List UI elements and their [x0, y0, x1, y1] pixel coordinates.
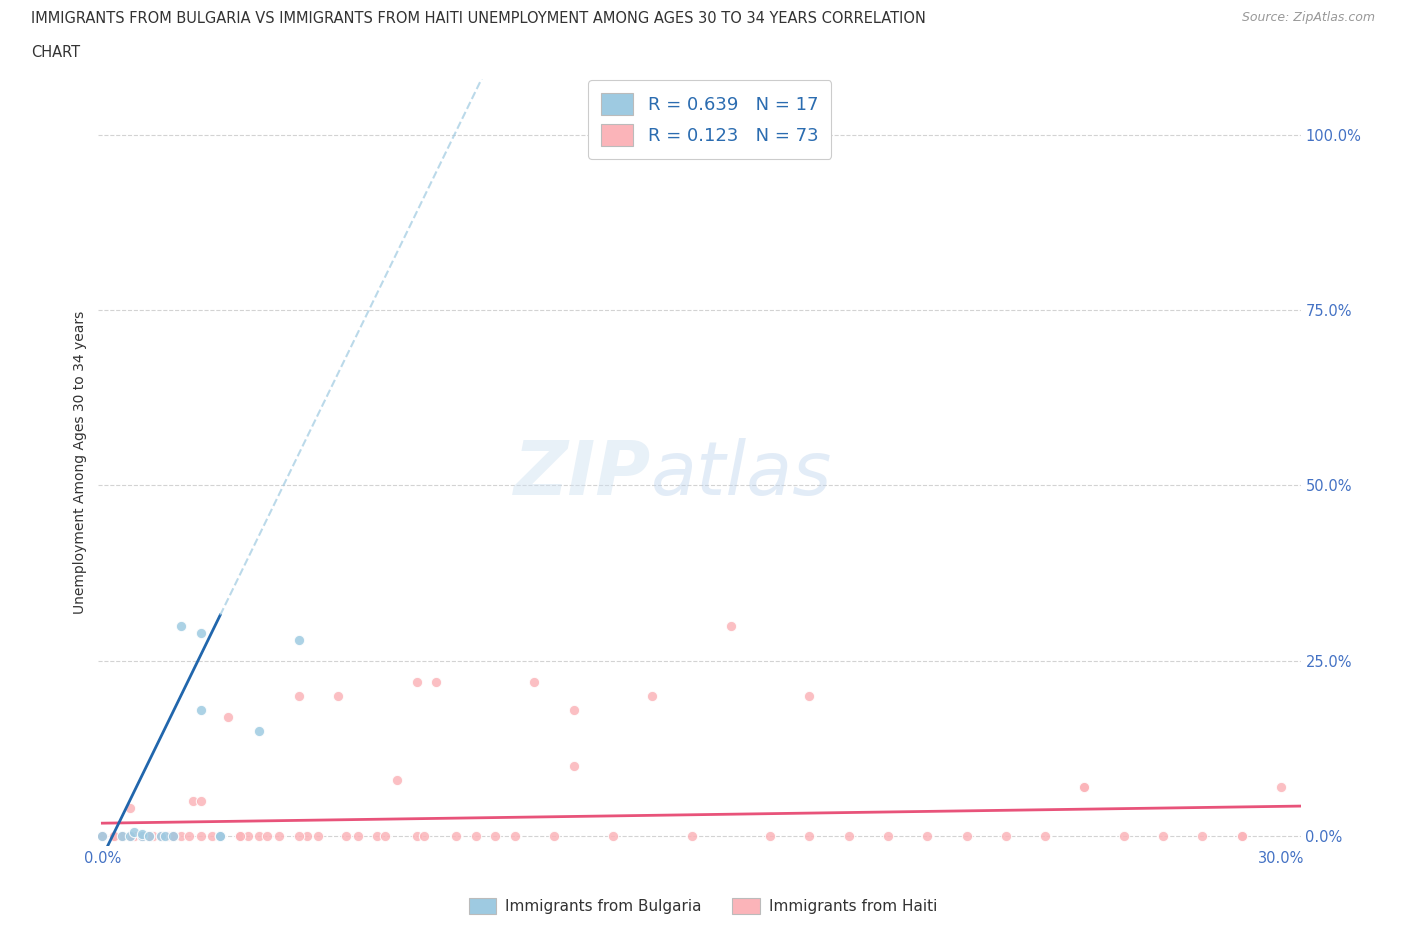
Point — [425, 674, 447, 689]
Point — [1230, 829, 1253, 844]
Point — [142, 829, 165, 844]
Point — [201, 829, 224, 844]
Point — [269, 829, 291, 844]
Point — [346, 829, 368, 844]
Point — [103, 829, 125, 844]
Point — [543, 829, 565, 844]
Point — [366, 829, 388, 844]
Point — [1112, 829, 1135, 844]
Point — [994, 829, 1017, 844]
Point — [326, 688, 349, 703]
Point — [287, 829, 309, 844]
Point — [138, 829, 160, 844]
Text: ZIP: ZIP — [515, 438, 651, 511]
Text: IMMIGRANTS FROM BULGARIA VS IMMIGRANTS FROM HAITI UNEMPLOYMENT AMONG AGES 30 TO : IMMIGRANTS FROM BULGARIA VS IMMIGRANTS F… — [31, 11, 925, 26]
Point — [799, 829, 821, 844]
Point — [111, 829, 134, 844]
Point — [111, 829, 134, 844]
Point — [1033, 829, 1056, 844]
Point — [190, 702, 212, 717]
Point — [1073, 779, 1095, 794]
Point — [295, 829, 318, 844]
Point — [877, 829, 900, 844]
Point — [162, 829, 184, 844]
Point — [236, 829, 259, 844]
Point — [190, 793, 212, 808]
Point — [138, 829, 160, 844]
Point — [307, 829, 329, 844]
Point — [249, 724, 271, 738]
Point — [181, 793, 204, 808]
Point — [641, 688, 664, 703]
Point — [523, 674, 546, 689]
Point — [209, 829, 232, 844]
Point — [209, 829, 232, 844]
Point — [229, 829, 252, 844]
Point — [190, 829, 212, 844]
Point — [503, 829, 526, 844]
Y-axis label: Unemployment Among Ages 30 to 34 years: Unemployment Among Ages 30 to 34 years — [73, 311, 87, 615]
Point — [122, 825, 145, 840]
Point — [118, 801, 141, 816]
Point — [131, 829, 153, 844]
Legend: R = 0.639   N = 17, R = 0.123   N = 73: R = 0.639 N = 17, R = 0.123 N = 73 — [588, 80, 831, 159]
Point — [229, 829, 252, 844]
Point — [385, 772, 408, 787]
Point — [118, 829, 141, 844]
Point — [799, 688, 821, 703]
Point — [444, 829, 467, 844]
Point — [91, 829, 114, 844]
Point — [956, 829, 979, 844]
Point — [155, 829, 177, 844]
Point — [131, 829, 153, 844]
Point — [287, 632, 309, 647]
Point — [177, 829, 200, 844]
Point — [287, 688, 309, 703]
Point — [484, 829, 506, 844]
Point — [759, 829, 782, 844]
Point — [157, 829, 180, 844]
Text: CHART: CHART — [31, 45, 80, 60]
Point — [162, 829, 184, 844]
Point — [162, 829, 184, 844]
Point — [103, 829, 125, 844]
Point — [150, 829, 173, 844]
Point — [217, 710, 239, 724]
Point — [681, 829, 703, 844]
Point — [720, 618, 742, 633]
Point — [1191, 829, 1213, 844]
Text: atlas: atlas — [651, 438, 832, 511]
Point — [170, 829, 193, 844]
Point — [405, 829, 427, 844]
Point — [405, 674, 427, 689]
Point — [464, 829, 486, 844]
Point — [150, 829, 173, 844]
Point — [1230, 829, 1253, 844]
Legend: Immigrants from Bulgaria, Immigrants from Haiti: Immigrants from Bulgaria, Immigrants fro… — [463, 892, 943, 921]
Point — [335, 829, 357, 844]
Point — [562, 702, 585, 717]
Point — [118, 829, 141, 844]
Point — [413, 829, 436, 844]
Point — [374, 829, 396, 844]
Point — [256, 829, 278, 844]
Text: Source: ZipAtlas.com: Source: ZipAtlas.com — [1241, 11, 1375, 24]
Point — [917, 829, 939, 844]
Point — [1073, 779, 1095, 794]
Point — [562, 758, 585, 773]
Point — [138, 829, 160, 844]
Point — [131, 826, 153, 841]
Point — [170, 618, 193, 633]
Point — [190, 625, 212, 640]
Point — [249, 829, 271, 844]
Point — [838, 829, 860, 844]
Point — [602, 829, 624, 844]
Point — [1152, 829, 1174, 844]
Point — [1270, 779, 1292, 794]
Point — [91, 829, 114, 844]
Point — [209, 829, 232, 844]
Point — [122, 829, 145, 844]
Point — [131, 829, 153, 844]
